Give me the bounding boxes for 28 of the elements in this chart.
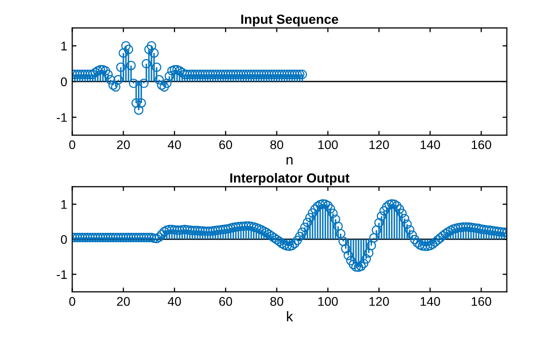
x-tick-label: 140 (420, 140, 440, 150)
x-tick-label: 80 (270, 140, 284, 150)
x-tick-label: 40 (168, 140, 181, 150)
x-tick-label: 160 (472, 140, 492, 150)
x-tick-label: 20 (117, 297, 130, 306)
y-tick-label: 0 (60, 77, 67, 86)
chart-title: Input Sequence (241, 14, 338, 27)
x-tick-label: 100 (318, 140, 338, 150)
x-axis-title: k (286, 311, 294, 322)
x-tick-label: 120 (370, 140, 389, 150)
x-tick-label: 0 (69, 297, 76, 306)
x-axis-title: n (286, 157, 292, 164)
y-tick-label: -1 (56, 270, 67, 279)
x-tick-label: 160 (472, 297, 492, 306)
chart-title: Interpolator Output (230, 172, 350, 186)
x-tick-label: 100 (318, 297, 338, 306)
x-tick-label: 140 (420, 297, 440, 306)
x-tick-label: 20 (117, 140, 130, 150)
x-tick-label: 80 (270, 297, 284, 306)
x-tick-label: 120 (370, 297, 389, 306)
x-tick-label: 40 (168, 297, 181, 306)
x-tick-label: 60 (219, 297, 232, 306)
x-tick-label: 0 (69, 140, 76, 150)
y-tick-label: 0 (60, 235, 67, 244)
y-tick-label: -1 (56, 113, 67, 122)
x-tick-label: 60 (219, 140, 232, 150)
y-tick-label: 1 (61, 200, 67, 209)
y-tick-label: 1 (61, 42, 67, 50)
